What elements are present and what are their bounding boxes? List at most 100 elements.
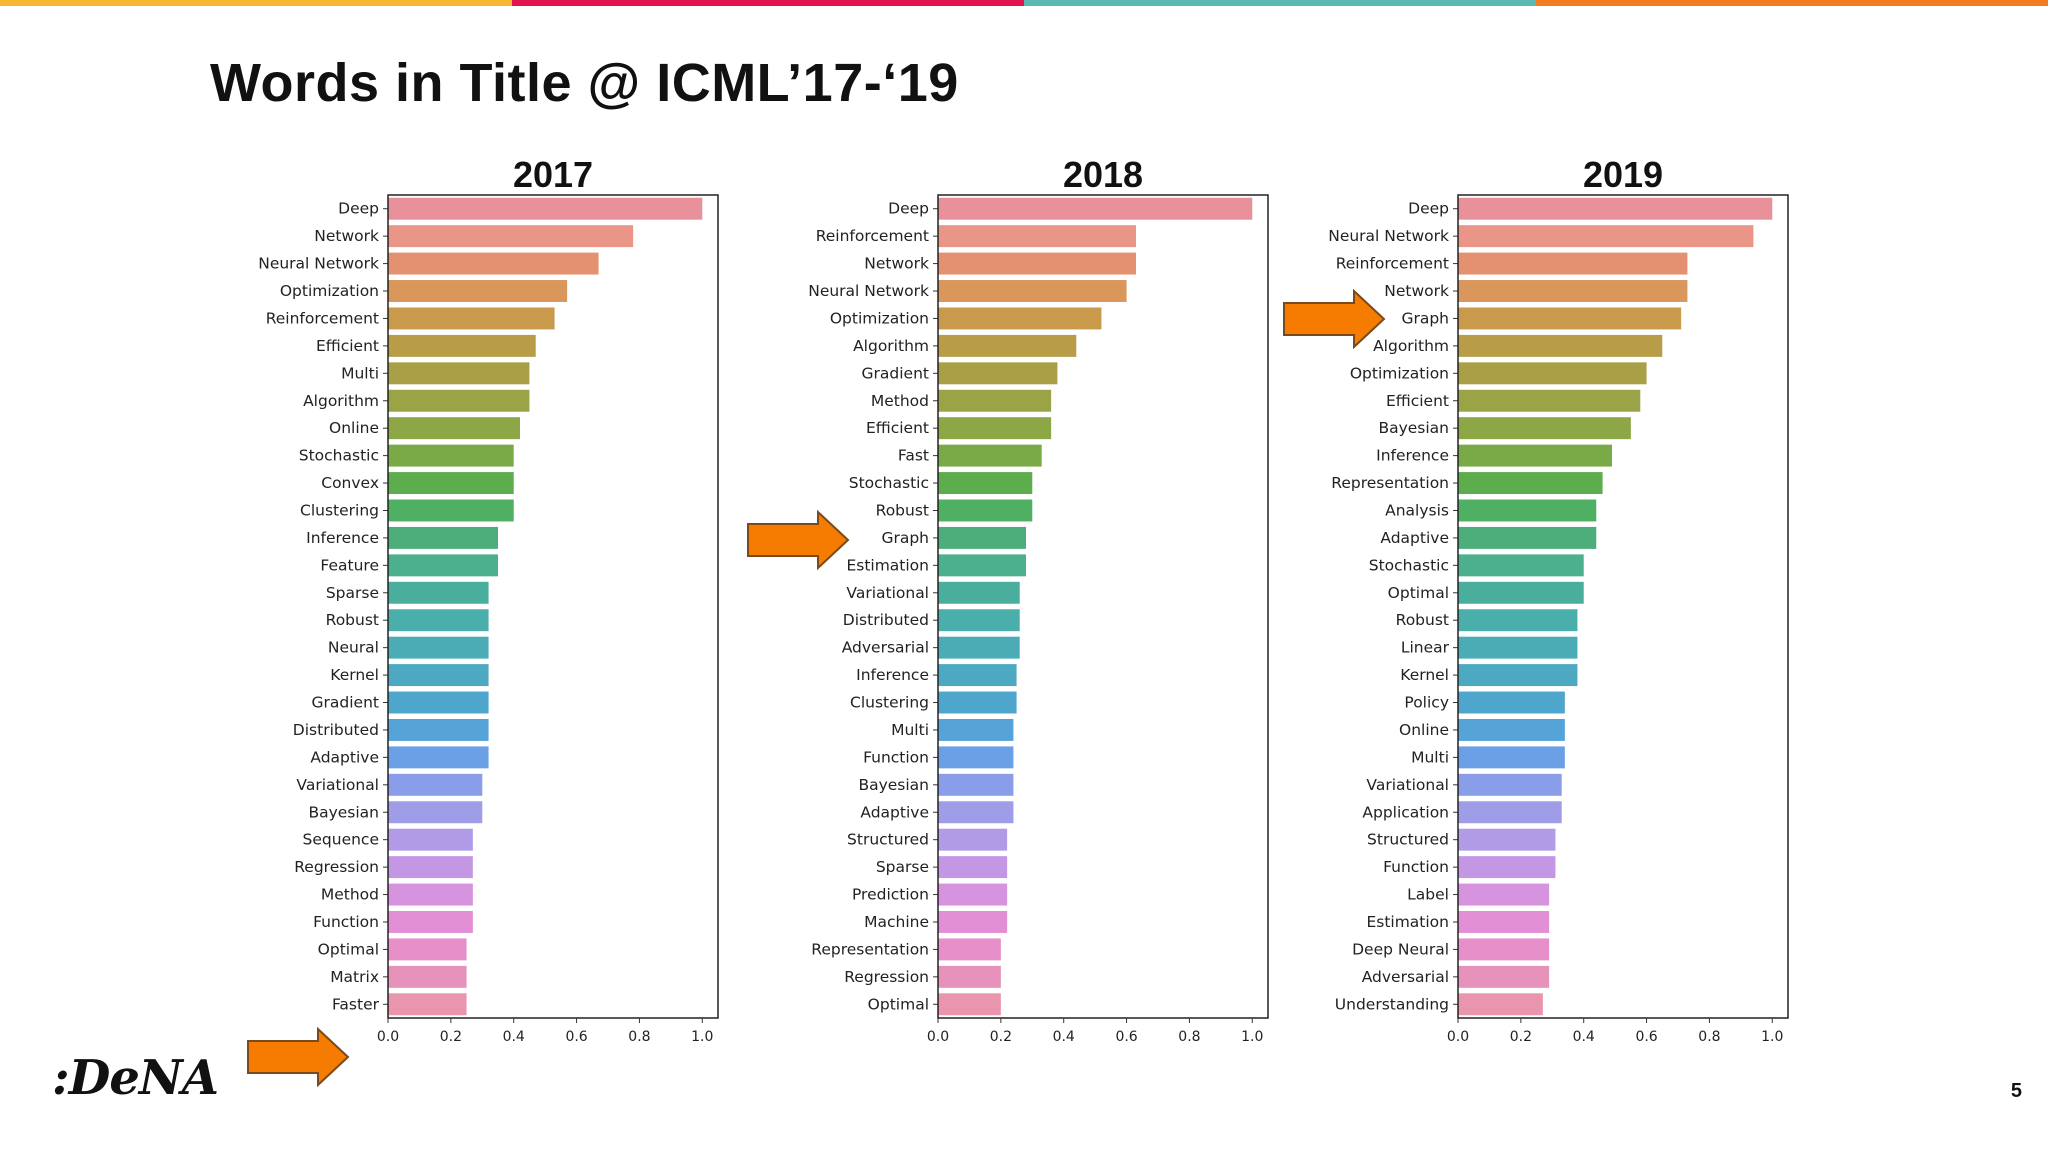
category-label: Variational (846, 584, 929, 602)
category-label: Deep (338, 200, 379, 218)
bar (938, 526, 1026, 549)
category-label: Adversarial (842, 639, 929, 657)
plot-frame (937, 194, 1269, 1019)
x-tick-label: 0.6 (565, 1029, 587, 1045)
bar (1458, 417, 1631, 440)
chart-2019: 2019 Deep Neural Network Reinforcement Netwo… (1300, 150, 1820, 1055)
x-tick-label: 1.0 (691, 1029, 713, 1045)
bar (1458, 362, 1647, 385)
category-label: Matrix (330, 968, 379, 986)
category-label: Reinforcement (1336, 255, 1449, 273)
category-label: Stochastic (299, 447, 379, 465)
category-label: Kernel (330, 666, 379, 684)
category-label: Reinforcement (816, 227, 929, 245)
bar (938, 554, 1026, 577)
x-tick-label: 0.4 (503, 1029, 525, 1045)
bar (938, 609, 1020, 632)
bar (1458, 856, 1556, 879)
bar (388, 417, 520, 440)
bar (1458, 444, 1612, 467)
category-label: Adaptive (860, 803, 929, 821)
bar (1458, 554, 1584, 577)
top-bar-segment-teal (1024, 0, 1536, 6)
x-tick-label: 1.0 (1241, 1029, 1263, 1045)
category-label: Representation (811, 940, 929, 958)
category-label: Fast (898, 447, 929, 465)
category-label: Adaptive (1380, 529, 1449, 547)
bar (1458, 581, 1584, 604)
bar (388, 334, 536, 357)
bar (388, 801, 483, 824)
category-label: Bayesian (858, 776, 929, 794)
category-label: Policy (1404, 694, 1449, 712)
bar (388, 444, 514, 467)
category-label: Inference (856, 666, 929, 684)
category-label: Regression (294, 858, 379, 876)
x-tick-label: 0.4 (1573, 1029, 1595, 1045)
bar (388, 499, 514, 522)
bar (938, 883, 1008, 906)
x-tick-label: 0.2 (990, 1029, 1012, 1045)
top-bar-segment-yellow (0, 0, 512, 6)
bar (1458, 280, 1688, 302)
category-label: Optimization (1350, 364, 1449, 382)
bar (938, 911, 1008, 933)
category-label: Algorithm (1373, 337, 1449, 355)
category-label: Inference (306, 529, 379, 547)
category-label: Analysis (1385, 501, 1449, 519)
bar (938, 362, 1058, 385)
bar (1458, 911, 1550, 933)
category-label: Efficient (1386, 392, 1449, 410)
category-label: Prediction (852, 886, 929, 904)
category-label: Clustering (850, 694, 929, 712)
bar (938, 773, 1014, 796)
category-label: Efficient (316, 337, 379, 355)
bar (388, 883, 473, 906)
category-label: Variational (1366, 776, 1449, 794)
category-label: Structured (1367, 831, 1449, 849)
bar (388, 993, 467, 1016)
category-label: Optimal (318, 940, 379, 958)
bar (388, 389, 530, 412)
bar (388, 609, 489, 632)
category-label: Adaptive (310, 748, 379, 766)
chart-2017: 2017 Deep Network Neural Network Optimizatio… (230, 150, 750, 1055)
bar (938, 389, 1052, 412)
arrow-icon-2017 (247, 1027, 350, 1087)
category-label: Deep (888, 200, 929, 218)
category-label: Gradient (862, 364, 929, 382)
category-label: Function (313, 913, 379, 931)
bar (938, 691, 1017, 714)
bar (388, 280, 568, 302)
bar (1458, 828, 1556, 851)
bar (1458, 938, 1550, 961)
bar (1458, 883, 1550, 906)
bar (938, 472, 1033, 495)
bar (938, 444, 1042, 467)
bar (388, 828, 473, 851)
category-label: Optimization (830, 309, 929, 327)
arrow-icon-2019 (1283, 289, 1386, 349)
bar (938, 417, 1052, 440)
category-label: Multi (341, 364, 379, 382)
category-label: Deep (1408, 200, 1449, 218)
category-label: Machine (864, 913, 929, 931)
plot-frame (1457, 194, 1789, 1019)
bar (388, 938, 467, 961)
bar (1458, 664, 1578, 687)
bar (938, 993, 1001, 1016)
x-tick-label: 0.8 (1698, 1029, 1720, 1045)
x-tick-label: 0.4 (1053, 1029, 1075, 1045)
bar (388, 856, 473, 879)
bar (388, 965, 467, 988)
bar (388, 746, 489, 769)
bar (388, 252, 599, 275)
category-label: Linear (1401, 639, 1450, 657)
bar (1458, 252, 1688, 275)
bar (388, 718, 489, 741)
x-tick-label: 0.0 (1447, 1029, 1469, 1045)
bar (1458, 609, 1578, 632)
bar (388, 581, 489, 604)
category-label: Neural Network (1328, 227, 1449, 245)
bar (1458, 307, 1682, 330)
